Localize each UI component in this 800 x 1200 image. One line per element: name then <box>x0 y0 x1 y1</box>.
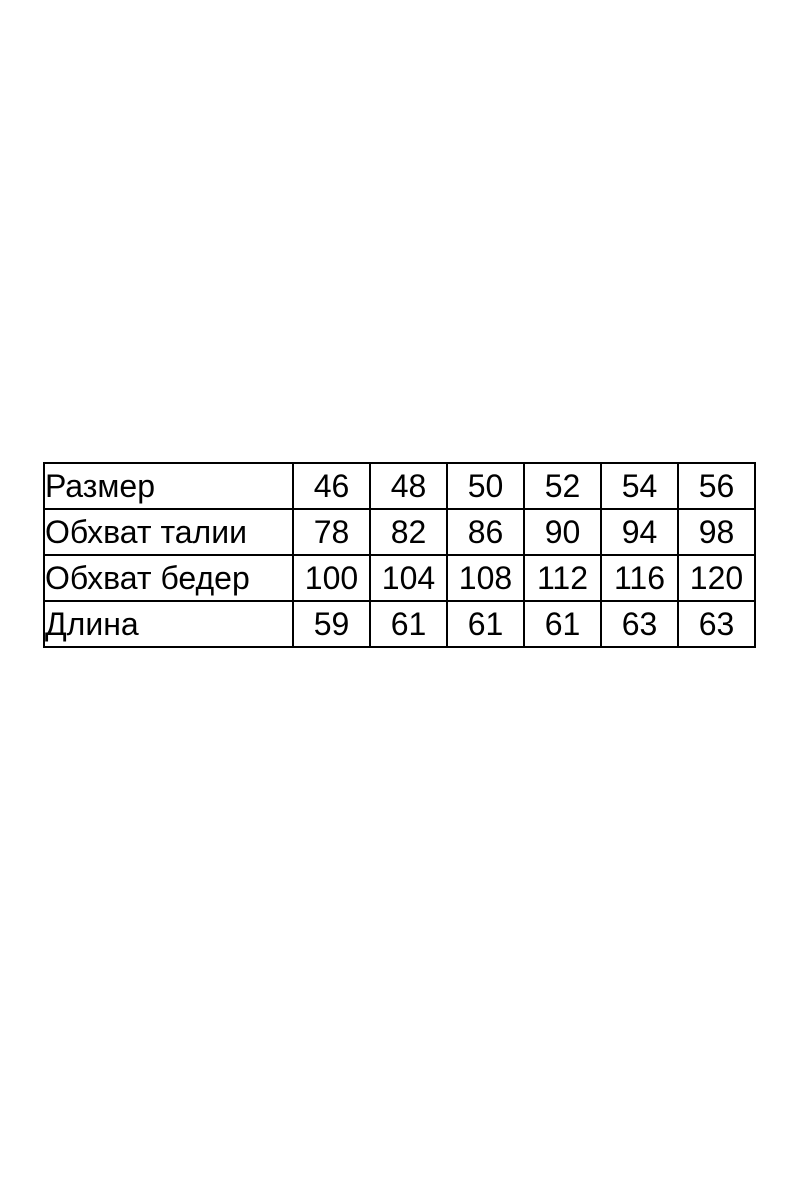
table-cell: 48 <box>369 462 448 510</box>
table-row-length: Длина 59 61 61 61 63 63 <box>43 600 756 648</box>
table-cell: 104 <box>369 554 448 602</box>
table-cell: 98 <box>677 508 756 556</box>
table-cell: 52 <box>523 462 602 510</box>
table-cell: 63 <box>600 600 679 648</box>
row-header-size: Размер <box>43 462 294 510</box>
row-header-waist: Обхват талии <box>43 508 294 556</box>
row-header-hips: Обхват бедер <box>43 554 294 602</box>
table-cell: 112 <box>523 554 602 602</box>
table-cell: 116 <box>600 554 679 602</box>
table-cell: 90 <box>523 508 602 556</box>
table-cell: 61 <box>446 600 525 648</box>
table-cell: 59 <box>292 600 371 648</box>
table-cell: 82 <box>369 508 448 556</box>
row-header-length: Длина <box>43 600 294 648</box>
table-cell: 61 <box>523 600 602 648</box>
table-cell: 94 <box>600 508 679 556</box>
table-cell: 50 <box>446 462 525 510</box>
table-cell: 86 <box>446 508 525 556</box>
table-cell: 54 <box>600 462 679 510</box>
table-cell: 61 <box>369 600 448 648</box>
table-cell: 78 <box>292 508 371 556</box>
table-row-hips: Обхват бедер 100 104 108 112 116 120 <box>43 554 756 602</box>
table-row-waist: Обхват талии 78 82 86 90 94 98 <box>43 508 756 556</box>
table-cell: 108 <box>446 554 525 602</box>
table-cell: 56 <box>677 462 756 510</box>
table-cell: 63 <box>677 600 756 648</box>
table-row-size: Размер 46 48 50 52 54 56 <box>43 462 756 510</box>
table-cell: 46 <box>292 462 371 510</box>
table-cell: 100 <box>292 554 371 602</box>
size-chart-table: Размер 46 48 50 52 54 56 Обхват талии 78… <box>43 462 756 648</box>
table-cell: 120 <box>677 554 756 602</box>
